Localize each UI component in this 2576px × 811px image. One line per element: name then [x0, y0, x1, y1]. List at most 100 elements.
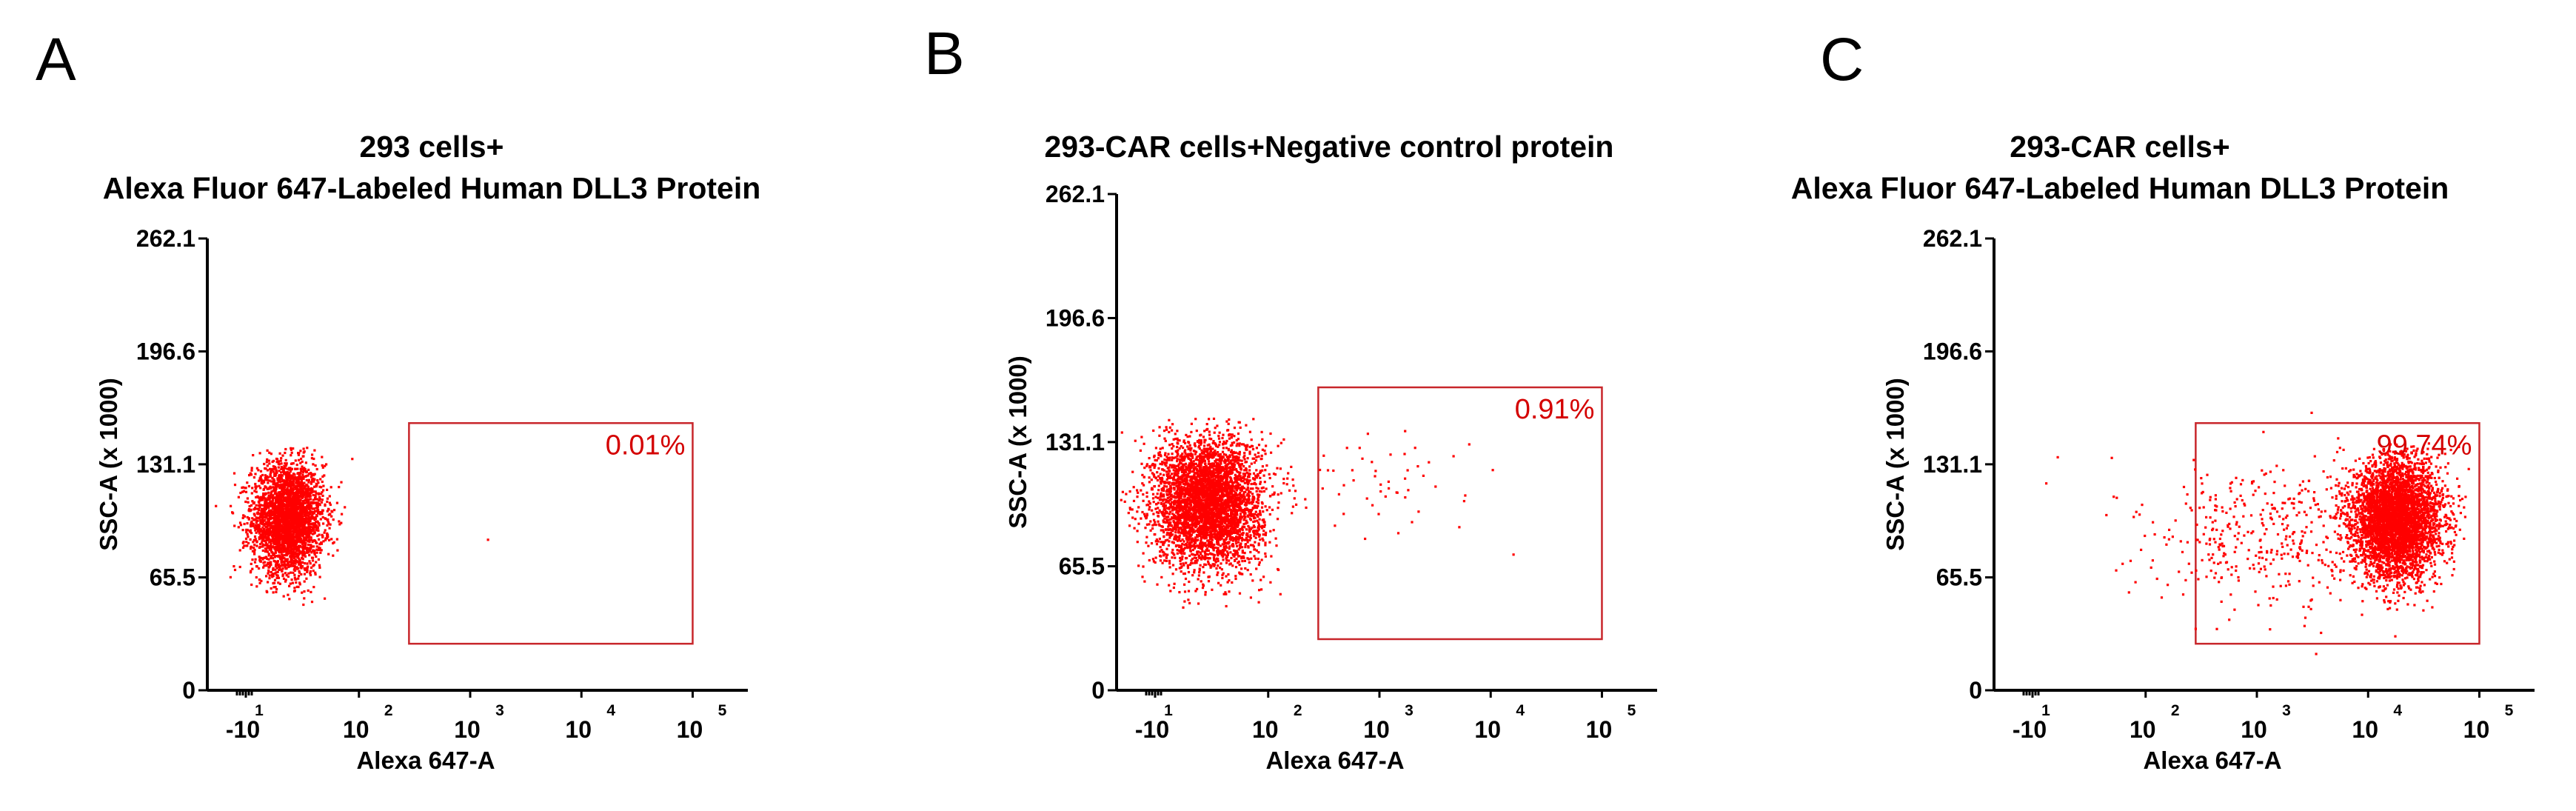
- scatter-point: [280, 457, 283, 460]
- scatter-point: [307, 478, 310, 481]
- scatter-point: [321, 491, 324, 494]
- scatter-point: [258, 545, 262, 549]
- scatter-point: [302, 547, 305, 550]
- scatter-point: [280, 483, 283, 486]
- scatter-point: [289, 582, 292, 585]
- scatter-point: [1157, 520, 1160, 523]
- scatter-point: [281, 495, 284, 499]
- scatter-point: [283, 561, 286, 564]
- scatter-point: [254, 529, 257, 532]
- scatter-point: [278, 495, 281, 498]
- scatter-point: [288, 546, 291, 549]
- scatter-point: [291, 504, 294, 507]
- scatter-point: [295, 507, 298, 510]
- scatter-point: [262, 488, 265, 491]
- scatter-point: [238, 521, 242, 524]
- scatter-point: [258, 516, 261, 519]
- scatter-point: [287, 493, 290, 495]
- scatter-point: [281, 518, 284, 521]
- scatter-point: [252, 501, 255, 504]
- scatter-point: [295, 513, 298, 515]
- scatter-point: [1181, 459, 1184, 462]
- scatter-point: [256, 495, 259, 498]
- scatter-point: [319, 518, 322, 521]
- scatter-point: [261, 549, 264, 553]
- scatter-point: [300, 514, 304, 517]
- scatter-point: [316, 534, 319, 538]
- x-tick-label: 10: [1586, 716, 1613, 743]
- scatter-point: [267, 523, 270, 526]
- scatter-point: [338, 520, 341, 523]
- scatter-point: [272, 502, 275, 505]
- scatter-point: [1176, 552, 1179, 555]
- scatter-point: [273, 496, 276, 499]
- scatter-point: [278, 582, 281, 585]
- scatter-point: [255, 575, 258, 579]
- scatter-point: [324, 464, 327, 467]
- scatter-point: [1183, 457, 1186, 460]
- scatter-point: [260, 522, 263, 525]
- scatter-point: [1208, 460, 1211, 463]
- scatter-point: [284, 507, 287, 510]
- scatter-point: [270, 480, 273, 483]
- scatter-point: [262, 479, 265, 482]
- scatter-point: [279, 564, 282, 567]
- scatter-point: [1184, 577, 1188, 581]
- scatter-point: [309, 562, 312, 565]
- scatter-point: [286, 475, 289, 478]
- scatter-point: [276, 477, 279, 480]
- scatter-point: [258, 578, 261, 581]
- scatter-point: [285, 574, 288, 577]
- scatter-point: [270, 538, 273, 541]
- scatter-point: [263, 533, 266, 535]
- scatter-point: [317, 493, 320, 495]
- scatter-point: [297, 514, 300, 517]
- scatter-point: [275, 512, 278, 515]
- scatter-point: [267, 561, 270, 564]
- scatter-point: [254, 538, 257, 541]
- scatter-point: [255, 495, 258, 498]
- scatter-point: [289, 486, 292, 489]
- scatter-point: [259, 513, 262, 515]
- scatter-point: [272, 513, 275, 515]
- scatter-point: [321, 455, 324, 458]
- scatter-point: [1244, 567, 1247, 570]
- scatter-point: [249, 472, 252, 475]
- scatter-point: [322, 522, 325, 525]
- scatter-point: [261, 539, 264, 542]
- scatter-point: [290, 527, 292, 530]
- scatter-point: [1231, 581, 1234, 584]
- scatter-point: [244, 487, 247, 490]
- scatter-point: [301, 512, 304, 515]
- scatter-point: [289, 494, 292, 497]
- scatter-point: [302, 538, 305, 541]
- scatter-point: [284, 462, 287, 465]
- scatter-point: [312, 586, 315, 589]
- scatter-point: [284, 473, 287, 475]
- scatter-point: [242, 514, 245, 517]
- scatter-point: [275, 494, 278, 498]
- scatter-point: [244, 537, 248, 540]
- scatter-point: [304, 569, 307, 572]
- scatter-point: [308, 528, 311, 531]
- scatter-point: [272, 586, 275, 589]
- scatter-point: [336, 549, 339, 552]
- scatter-point: [295, 581, 298, 584]
- scatter-point: [281, 467, 284, 470]
- scatter-point: [288, 476, 291, 479]
- scatter-point: [287, 547, 290, 550]
- scatter-point: [272, 534, 275, 537]
- scatter-point: [261, 526, 264, 529]
- scatter-point: [290, 558, 292, 561]
- scatter-point: [257, 500, 260, 503]
- scatter-point: [288, 500, 291, 503]
- scatter-point: [303, 580, 306, 583]
- scatter-point: [295, 481, 298, 484]
- scatter-point: [232, 565, 235, 568]
- scatter-point: [249, 510, 252, 513]
- scatter-point: [259, 560, 262, 563]
- scatter-point: [297, 585, 300, 589]
- scatter-point: [255, 467, 258, 470]
- scatter-point: [261, 557, 264, 560]
- scatter-point: [332, 509, 336, 512]
